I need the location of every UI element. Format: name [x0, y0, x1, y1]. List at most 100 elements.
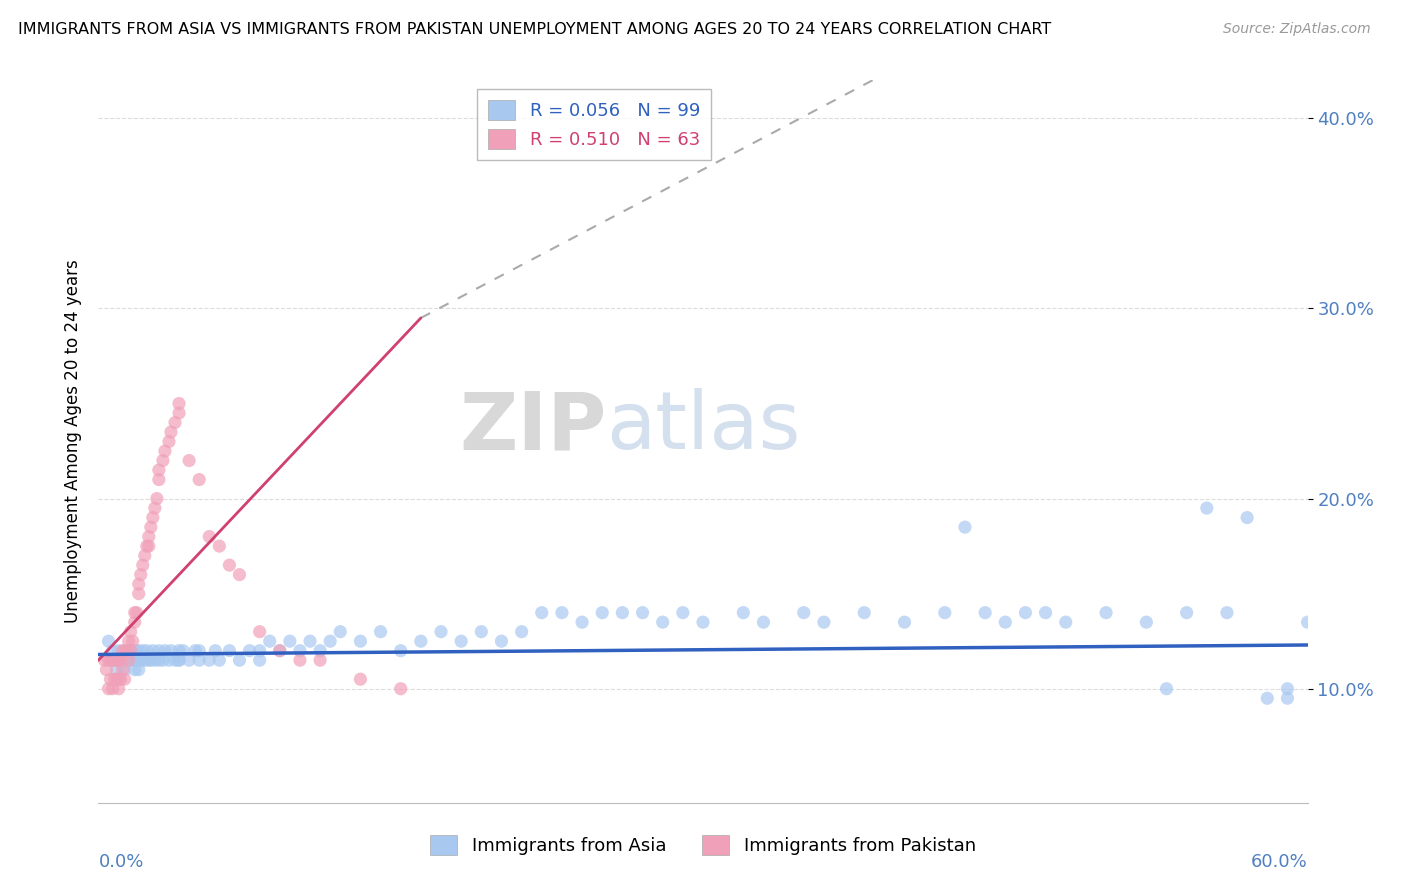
- Point: [389, 681, 412, 696]
- Point: [309, 653, 332, 667]
- Point: [103, 653, 125, 667]
- Point: [125, 606, 148, 620]
- Point: [128, 663, 150, 677]
- Point: [409, 634, 432, 648]
- Point: [551, 606, 574, 620]
- Point: [1156, 681, 1178, 696]
- Point: [111, 663, 134, 677]
- Point: [249, 653, 271, 667]
- Point: [135, 643, 157, 657]
- Point: [571, 615, 593, 630]
- Point: [167, 406, 190, 420]
- Point: [188, 653, 211, 667]
- Point: [510, 624, 533, 639]
- Point: [152, 653, 174, 667]
- Point: [239, 643, 262, 657]
- Legend: Immigrants from Asia, Immigrants from Pakistan: Immigrants from Asia, Immigrants from Pa…: [419, 824, 987, 866]
- Point: [612, 606, 634, 620]
- Point: [139, 520, 162, 534]
- Point: [124, 615, 146, 630]
- Point: [430, 624, 453, 639]
- Point: [110, 653, 132, 667]
- Point: [153, 643, 176, 657]
- Point: [114, 643, 136, 657]
- Point: [309, 643, 332, 657]
- Point: [249, 624, 271, 639]
- Point: [111, 643, 134, 657]
- Point: [146, 491, 169, 506]
- Point: [107, 653, 129, 667]
- Point: [148, 463, 170, 477]
- Point: [97, 681, 120, 696]
- Point: [100, 653, 122, 667]
- Point: [134, 549, 156, 563]
- Point: [128, 587, 150, 601]
- Point: [167, 396, 190, 410]
- Point: [107, 672, 129, 686]
- Point: [349, 634, 371, 648]
- Point: [93, 653, 115, 667]
- Point: [103, 672, 125, 686]
- Point: [142, 643, 165, 657]
- Point: [1135, 615, 1157, 630]
- Point: [114, 663, 136, 677]
- Point: [793, 606, 815, 620]
- Point: [208, 653, 231, 667]
- Point: [138, 530, 160, 544]
- Point: [132, 558, 155, 573]
- Point: [934, 606, 956, 620]
- Point: [259, 634, 281, 648]
- Point: [651, 615, 673, 630]
- Point: [1014, 606, 1036, 620]
- Point: [115, 643, 138, 657]
- Point: [198, 530, 221, 544]
- Point: [672, 606, 695, 620]
- Point: [974, 606, 997, 620]
- Point: [114, 672, 136, 686]
- Point: [752, 615, 775, 630]
- Point: [167, 653, 190, 667]
- Point: [97, 634, 120, 648]
- Point: [994, 615, 1017, 630]
- Point: [97, 653, 120, 667]
- Point: [1216, 606, 1239, 620]
- Point: [118, 653, 141, 667]
- Point: [100, 672, 122, 686]
- Point: [120, 624, 142, 639]
- Point: [103, 653, 125, 667]
- Point: [107, 653, 129, 667]
- Point: [124, 643, 146, 657]
- Point: [853, 606, 876, 620]
- Point: [228, 567, 250, 582]
- Text: IMMIGRANTS FROM ASIA VS IMMIGRANTS FROM PAKISTAN UNEMPLOYMENT AMONG AGES 20 TO 2: IMMIGRANTS FROM ASIA VS IMMIGRANTS FROM …: [18, 22, 1052, 37]
- Point: [128, 577, 150, 591]
- Point: [120, 643, 142, 657]
- Point: [105, 663, 128, 677]
- Point: [153, 444, 176, 458]
- Point: [105, 653, 128, 667]
- Point: [111, 653, 134, 667]
- Point: [101, 653, 124, 667]
- Point: [125, 653, 148, 667]
- Point: [124, 663, 146, 677]
- Point: [128, 643, 150, 657]
- Text: atlas: atlas: [606, 388, 800, 467]
- Point: [893, 615, 915, 630]
- Point: [120, 643, 142, 657]
- Point: [1296, 615, 1319, 630]
- Point: [101, 681, 124, 696]
- Point: [118, 634, 141, 648]
- Point: [1236, 510, 1258, 524]
- Point: [132, 653, 155, 667]
- Point: [1095, 606, 1118, 620]
- Point: [389, 643, 412, 657]
- Point: [121, 634, 143, 648]
- Point: [132, 643, 155, 657]
- Point: [124, 606, 146, 620]
- Point: [249, 643, 271, 657]
- Point: [319, 634, 342, 648]
- Point: [160, 425, 183, 439]
- Point: [349, 672, 371, 686]
- Point: [160, 643, 183, 657]
- Point: [148, 643, 170, 657]
